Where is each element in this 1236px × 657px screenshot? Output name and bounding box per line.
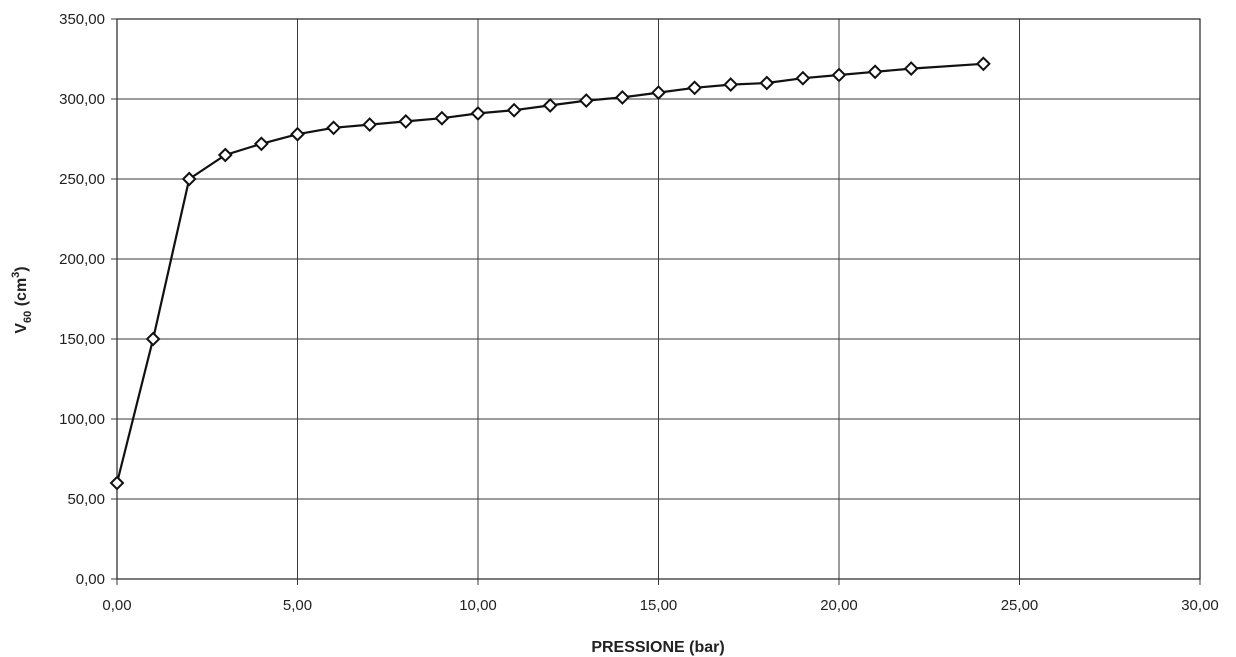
y-tick-label: 50,00 [67,491,105,508]
y-axis-title: V60 (cm3) [10,266,34,333]
data-point-marker [578,93,594,109]
x-tick-label: 10,00 [459,597,497,614]
data-point-marker [290,126,305,142]
y-axis-title-unit-exponent: 3 [10,272,22,278]
series-line [115,62,984,484]
data-point-marker [434,110,450,126]
x-tick-label: 0,00 [102,597,131,614]
data-point-marker [723,77,739,93]
gridlines [117,19,1200,579]
data-point-marker [795,70,811,86]
data-point-marker [831,67,847,83]
data-point-marker [542,97,558,113]
y-axis-title-unit-close: ) [13,266,30,271]
x-tick-label: 20,00 [820,597,858,614]
data-point-marker [506,102,522,118]
y-axis-ticks: 0,00 50,00 100,00 150,00 200,00 250,00 300,00 3… [59,11,117,588]
data-point-marker [903,61,919,77]
y-axis-title-subscript: 60 [22,311,34,323]
data-point-marker [217,147,233,163]
y-tick-label: 0,00 [76,571,105,588]
data-point-marker [470,105,486,121]
data-point-marker [398,113,414,129]
x-axis-ticks: 0,00 5,00 10,00 15,00 20,00 25,00 30,00 [102,579,1219,614]
data-point-marker [109,475,125,491]
y-tick-label: 200,00 [59,251,105,268]
data-point-marker [867,64,883,80]
data-point-marker [145,331,161,347]
x-tick-label: 25,00 [1001,597,1039,614]
y-tick-label: 350,00 [59,11,105,28]
series-markers [109,56,991,491]
x-tick-label: 5,00 [283,597,312,614]
data-point-marker [687,80,703,96]
y-axis-title-unit: (cm [13,278,30,311]
x-tick-label: 15,00 [640,597,678,614]
y-axis-title-symbol: V [13,323,30,334]
x-tick-label: 30,00 [1181,597,1219,614]
y-tick-label: 300,00 [59,91,105,108]
data-point-marker [181,171,197,187]
data-point-marker [253,136,269,152]
y-tick-label: 150,00 [59,331,105,348]
data-point-marker [362,117,378,133]
y-tick-label: 100,00 [59,411,105,428]
data-point-marker [326,120,342,136]
y-tick-label: 250,00 [59,171,105,188]
data-point-marker [975,56,991,72]
data-point-marker [614,89,630,105]
data-point-marker [651,85,666,101]
x-axis-title: PRESSIONE (bar) [591,639,724,656]
data-point-marker [759,75,775,91]
